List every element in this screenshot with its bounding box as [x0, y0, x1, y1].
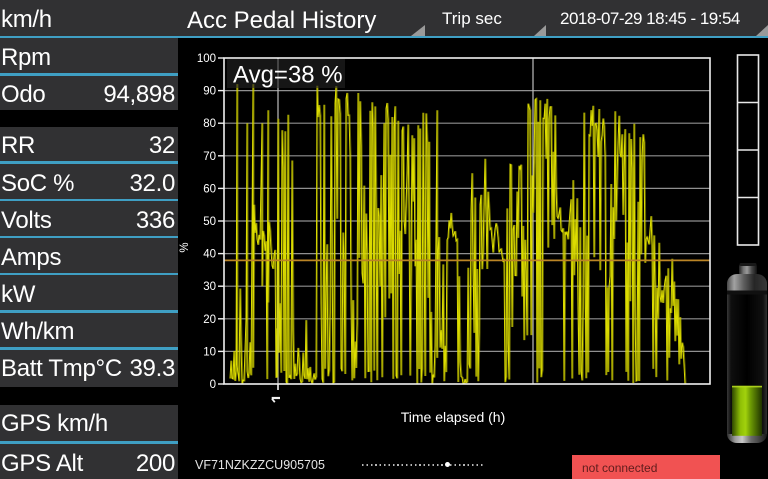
svg-text:20: 20: [203, 314, 216, 326]
svg-text:%: %: [179, 242, 191, 252]
svg-text:50: 50: [203, 216, 216, 228]
svg-text:70: 70: [203, 151, 216, 163]
svg-text:Time elapsed (h): Time elapsed (h): [401, 409, 506, 425]
svg-text:Avg=38 %: Avg=38 %: [233, 62, 343, 89]
svg-text:80: 80: [203, 118, 216, 130]
svg-text:0: 0: [210, 379, 216, 391]
svg-text:60: 60: [203, 183, 216, 195]
svg-text:100: 100: [197, 53, 216, 65]
svg-text:90: 90: [203, 86, 216, 98]
svg-text:40: 40: [203, 249, 216, 261]
svg-text:30: 30: [203, 281, 216, 293]
svg-text:10: 10: [203, 346, 216, 358]
